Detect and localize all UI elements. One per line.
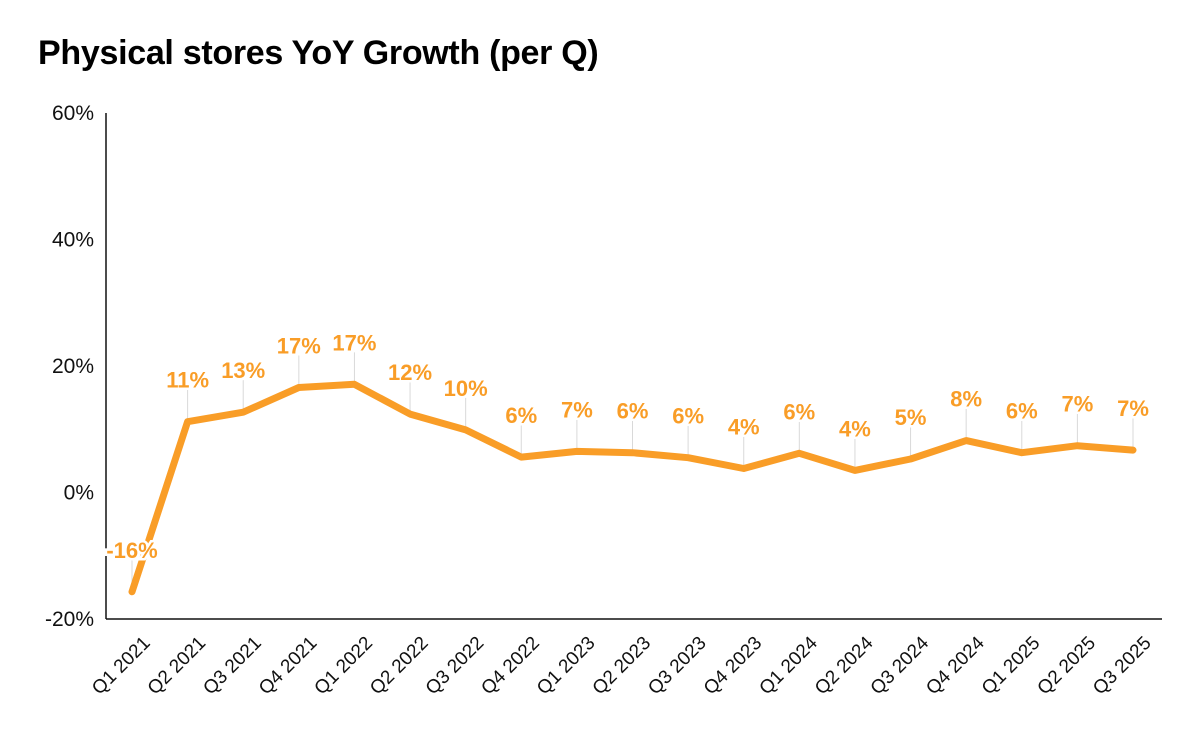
y-tick-label: 0% [64,482,94,505]
data-label: 6% [505,403,537,428]
data-label: 7% [561,397,593,422]
x-tick-label: Q3 2023 [644,633,710,699]
x-tick-label: Q1 2021 [88,633,154,699]
x-tick-label: Q4 2023 [700,633,766,699]
chart-title: Physical stores YoY Growth (per Q) [38,34,599,72]
data-label: 7% [1061,392,1093,417]
y-tick-label: -20% [45,608,94,631]
data-label: 13% [221,358,265,383]
data-label: 6% [1006,399,1038,424]
data-label: 6% [672,404,704,429]
x-tick-label: Q1 2025 [978,633,1044,699]
data-label: 6% [617,399,649,424]
x-tick-label: Q2 2025 [1034,633,1100,699]
x-tick-label: Q3 2024 [867,632,934,699]
data-labels: -16% 11% 13% 17% 17% 12% 10% 6% 7% 6% 6% 4% 6% 4% 5% 8%… [104,328,1152,565]
x-tick-label: Q3 2021 [199,633,265,699]
x-tick-label: Q1 2022 [311,633,377,699]
data-label: 17% [332,330,376,355]
data-label: 12% [388,360,432,385]
x-tick-label: Q2 2024 [811,632,878,699]
label-guides [131,352,1134,592]
series-line [128,380,1137,596]
x-tick-label: Q3 2022 [422,633,488,699]
x-tick-label: Q4 2022 [477,633,543,699]
data-label: 11% [166,368,209,393]
series-polyline [128,380,1137,596]
data-label: 4% [728,414,760,439]
x-tick-label: Q2 2021 [144,633,210,699]
data-label: 7% [1117,396,1149,421]
x-tick-label: Q2 2022 [366,633,432,699]
y-tick-label: 60% [52,102,94,125]
data-label: 10% [444,376,488,401]
x-tick-label: Q1 2024 [756,632,823,699]
data-label: 5% [895,405,927,430]
x-tick-label: Q4 2021 [255,633,321,699]
x-tick-label: Q1 2023 [533,633,599,699]
x-tick-label: Q2 2023 [589,633,655,699]
x-tick-label: Q4 2024 [922,632,989,699]
data-label: -16% [106,538,157,563]
data-label: 17% [277,334,321,359]
data-label: 8% [950,387,982,412]
data-label: 4% [839,416,871,441]
y-axis: 60% 40% 20% 0% -20% [45,102,107,631]
x-tick-label: Q3 2025 [1089,633,1155,699]
y-tick-label: 40% [52,229,94,252]
y-tick-label: 20% [52,355,94,378]
data-label: 6% [783,399,815,424]
